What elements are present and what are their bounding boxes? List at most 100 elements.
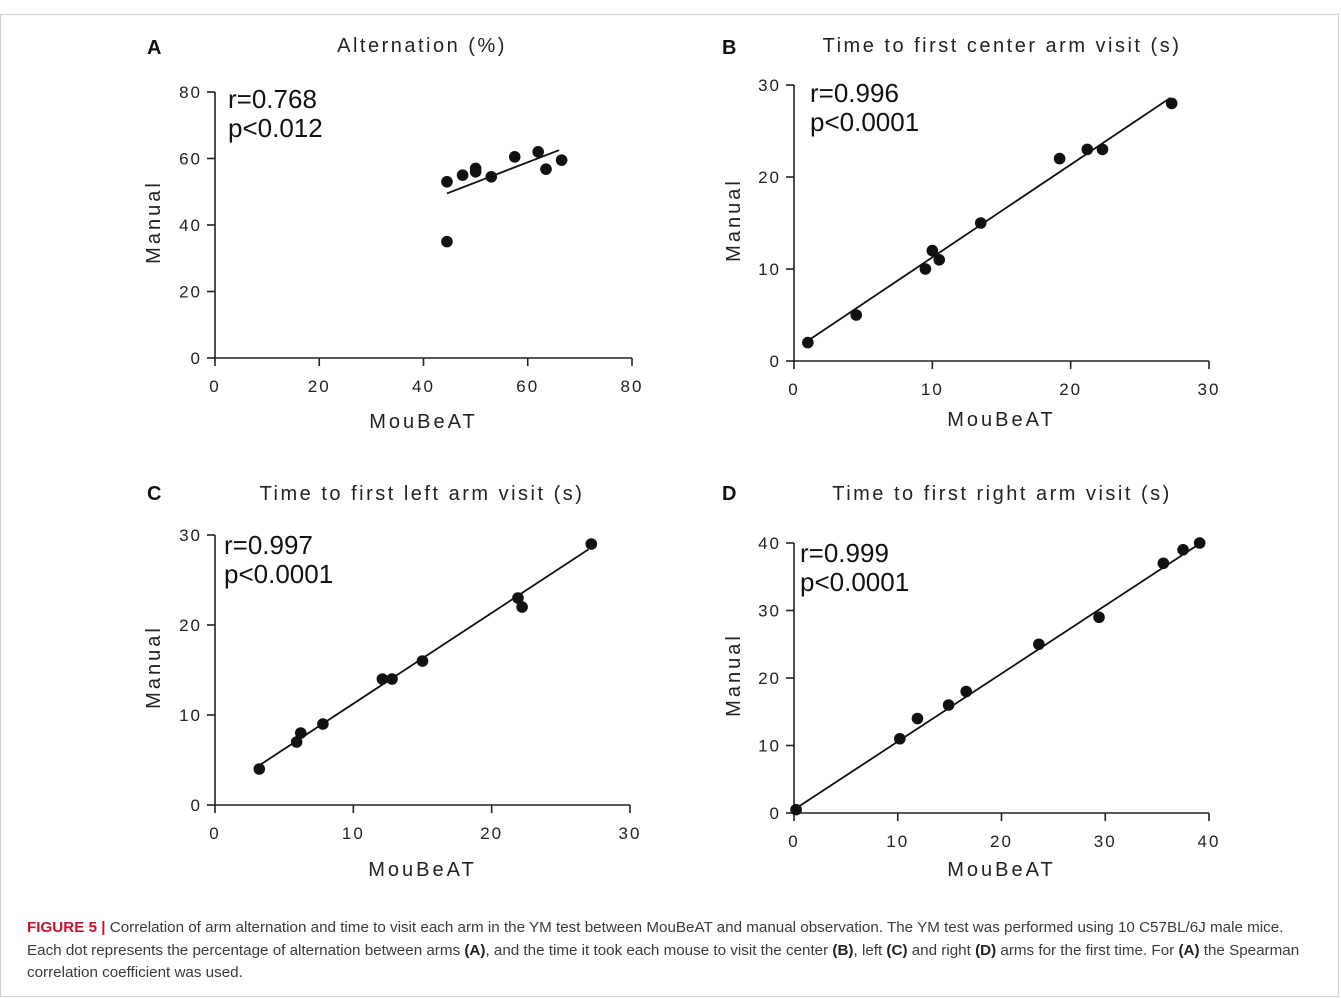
data-point [960,685,973,698]
data-point [441,175,453,188]
y-tick-label: 10 [179,706,202,725]
y-tick-label: 0 [191,796,202,815]
y-tick-label: 30 [179,526,202,545]
data-point [942,699,955,711]
data-point [1093,611,1105,624]
y-tick-label: 20 [179,616,202,635]
data-point [1081,143,1094,156]
caption-panel-ref: (B) [832,941,854,959]
data-point [508,151,521,163]
data-point [540,163,552,175]
data-point [1165,97,1178,110]
data-point [532,146,544,158]
stat-r-value: r=0.996 [810,78,899,108]
data-point [933,253,946,266]
caption-text: , left [853,941,887,959]
x-tick-label: 30 [1094,832,1117,851]
x-tick-label: 10 [921,380,944,399]
x-tick-label: 30 [1198,380,1221,399]
x-axis-label: MouBeAT [368,859,476,881]
caption-panel-ref: (A) [1178,941,1200,959]
caption-text: and right [907,941,976,959]
stat-p-value: p<0.0001 [810,107,919,137]
data-point [919,263,932,275]
data-point [317,718,329,730]
x-axis-label: MouBeAT [369,411,477,433]
chart-panel-c: C Time to first left arm visit (s) 0 10 20 30… [143,483,642,881]
caption-text: the Spearman correlation coefficient was… [27,941,1300,982]
stat-p-value: p<0.012 [228,113,323,143]
x-tick-label: 20 [480,824,503,843]
stat-p-value: p<0.0001 [800,567,909,597]
data-point [290,736,303,748]
data-point [516,601,528,613]
data-point [802,336,814,349]
data-point [294,727,307,739]
data-point [416,655,429,667]
x-tick-label: 10 [886,832,909,851]
x-axis-label: MouBeAT [947,859,1055,881]
data-point [790,803,802,816]
x-tick-label: 60 [516,377,539,396]
data-point [974,217,987,229]
regression-line [804,97,1171,344]
chart-panel-b: B Time to first center arm visit (s) 0 10 20… [722,35,1221,431]
stat-r-value: r=0.768 [228,84,317,114]
panel-letter: B [722,37,736,59]
data-point [850,309,863,321]
data-point [1157,557,1170,570]
y-tick-label: 0 [191,349,202,368]
data-point [1033,638,1045,651]
x-tick-label: 0 [788,832,799,851]
y-axis-label: Manual [143,180,165,264]
regression-line [446,149,560,195]
panel-letter: D [722,483,736,505]
y-axis-label: Manual [723,633,745,717]
caption-text: , and the time it took each mouse to vis… [485,941,833,959]
y-tick-label: 20 [758,168,781,187]
x-tick-label: 20 [1059,380,1082,399]
data-point [894,732,906,745]
caption-body: Correlation of arm alternation and time … [27,919,1299,981]
chart-title: Alternation (%) [337,35,507,57]
data-point [1177,543,1189,556]
x-tick-label: 20 [308,377,331,396]
chart-title: Time to first center arm visit (s) [823,35,1182,57]
caption-figure-label: FIGURE 5 | [27,919,106,936]
y-tick-label: 10 [758,260,781,279]
data-point [441,235,453,248]
y-tick-label: 30 [758,76,781,95]
figure-charts: A Alternation (%) 0 20 40 60 80 0 20 40 60 80 MouBeA… [143,35,1221,881]
data-point [376,673,389,685]
y-tick-label: 0 [770,804,781,823]
data-point [1053,152,1066,165]
y-tick-label: 20 [758,669,781,688]
caption-panel-ref: (A) [464,941,486,959]
x-tick-label: 30 [619,824,642,843]
x-tick-label: 80 [621,377,644,396]
y-tick-label: 40 [179,216,202,235]
panel-letter: A [147,37,161,59]
chart-panel-a: A Alternation (%) 0 20 40 60 80 0 20 40 60 80 MouBeA… [143,35,644,433]
data-point [555,154,568,166]
panel-letter: C [147,483,161,505]
y-tick-label: 20 [179,283,202,302]
caption-text: Correlation of arm alternation and time … [27,919,1284,959]
figure-frame [0,14,1339,997]
stat-p-value: p<0.0001 [224,559,333,589]
caption-panel-ref: (C) [886,941,908,959]
x-tick-label: 0 [209,377,220,396]
y-tick-label: 60 [179,150,202,169]
data-point [911,712,924,725]
caption-text: arms for the first time. For [996,941,1179,959]
stat-r-value: r=0.999 [800,538,889,568]
data-point [926,244,939,257]
data-point [1193,537,1206,549]
x-tick-label: 40 [412,377,435,396]
data-point [1096,143,1109,156]
stat-r-value: r=0.997 [224,530,313,560]
y-tick-label: 10 [758,737,781,756]
y-tick-label: 40 [758,534,781,553]
y-axis-label: Manual [143,625,165,709]
data-point [456,169,469,181]
